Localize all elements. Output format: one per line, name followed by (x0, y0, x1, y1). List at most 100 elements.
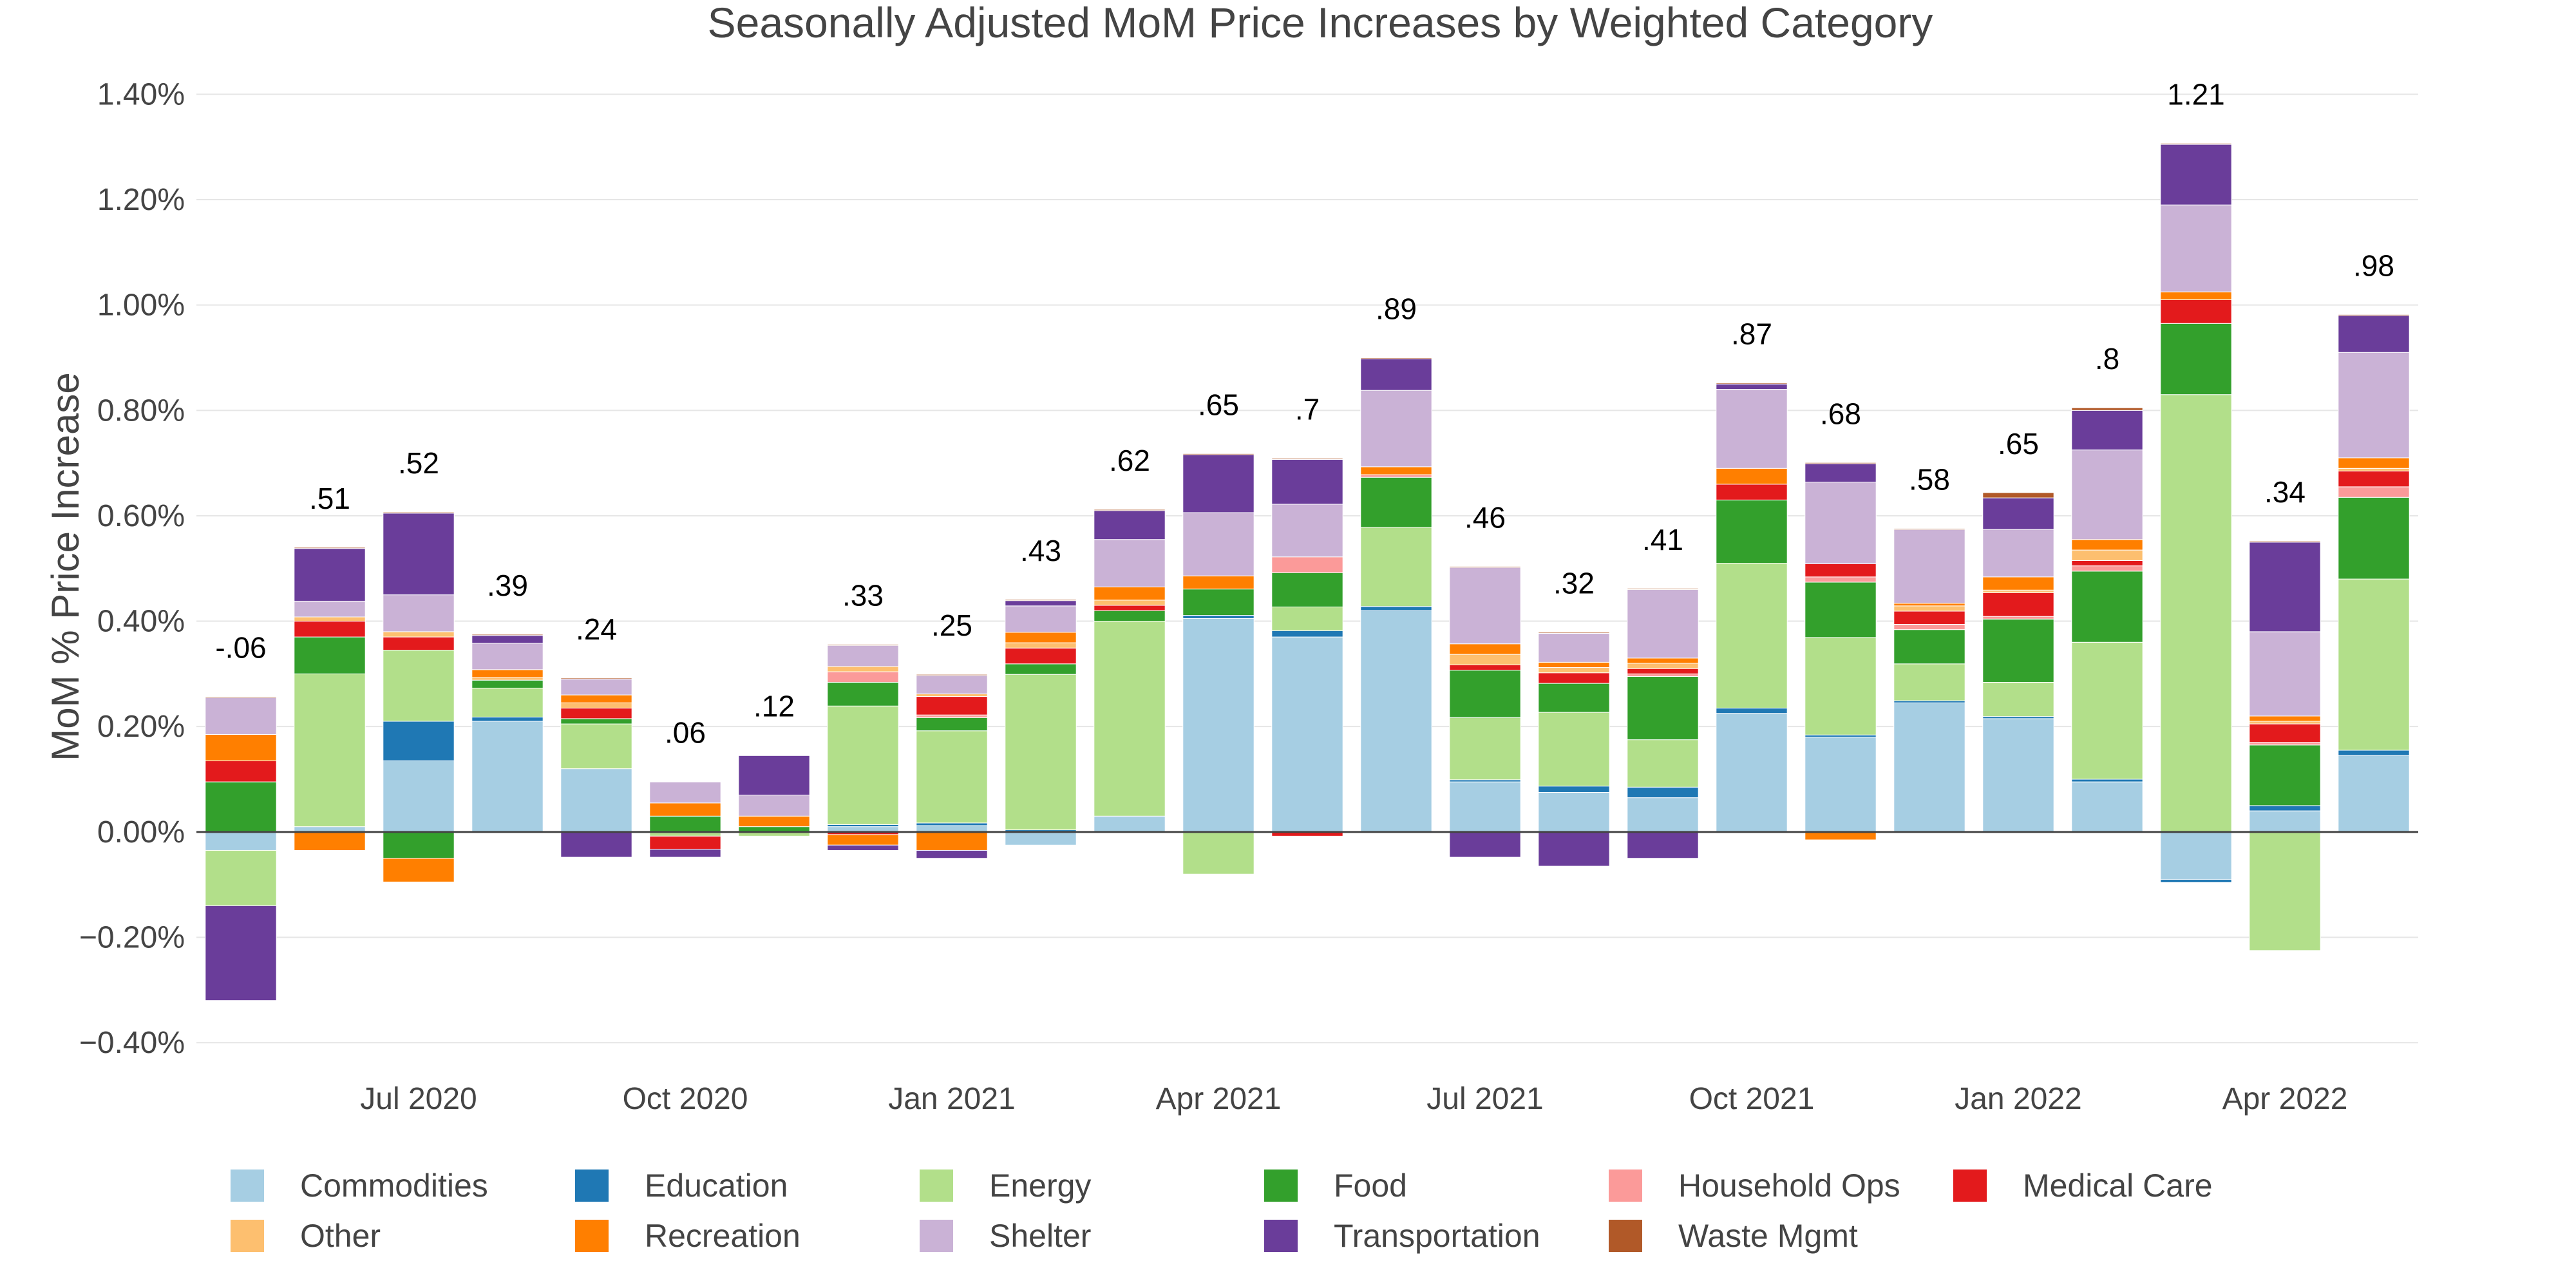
bar-segment-food[interactable] (1538, 683, 1610, 713)
bar-segment-shelter[interactable] (205, 697, 277, 735)
bar-segment-other[interactable] (1538, 667, 1610, 674)
bar-segment-waste-mgmt[interactable] (1094, 509, 1166, 511)
bar-segment-food[interactable] (1627, 676, 1699, 741)
bar-segment-medical-care[interactable] (2160, 299, 2232, 324)
bar-segment-food[interactable] (1094, 610, 1166, 622)
bar-segment-commodities[interactable] (1360, 610, 1432, 833)
legend-item-food[interactable]: Food (1264, 1168, 1407, 1204)
bar-segment-energy[interactable] (2249, 831, 2321, 951)
bar-segment-waste-mgmt[interactable] (205, 696, 277, 698)
bar-segment-shelter[interactable] (1982, 529, 2054, 578)
bar-segment-education[interactable] (916, 822, 988, 826)
bar-segment-household-ops[interactable] (2338, 486, 2410, 498)
bar-segment-energy[interactable] (1005, 674, 1077, 831)
bar-segment-food[interactable] (916, 717, 988, 732)
bar-segment-food[interactable] (1360, 477, 1432, 528)
bar-segment-commodities[interactable] (383, 760, 455, 833)
bar-segment-household-ops[interactable] (1271, 556, 1343, 573)
bar-segment-transportation[interactable] (1716, 383, 1788, 390)
bar-segment-commodities[interactable] (1982, 718, 2054, 833)
bar-segment-energy[interactable] (2071, 641, 2143, 780)
bar-segment-medical-care[interactable] (1982, 592, 2054, 617)
bar-segment-medical-care[interactable] (383, 636, 455, 651)
bar-segment-recreation[interactable] (738, 815, 810, 828)
legend[interactable]: Commodities Education Energy Food Household … (231, 1168, 2213, 1254)
bar-segment-household-ops[interactable] (2071, 565, 2143, 572)
bar-segment-shelter[interactable] (1360, 390, 1432, 468)
bar-segment-transportation[interactable] (2338, 315, 2410, 353)
bar-segment-waste-mgmt[interactable] (294, 547, 366, 549)
legend-item-commodities[interactable]: Commodities (231, 1168, 488, 1204)
bar-segment-other[interactable] (1627, 663, 1699, 669)
legend-item-shelter[interactable]: Shelter (920, 1218, 1091, 1254)
bar-segment-transportation[interactable] (471, 635, 544, 644)
bar-segment-transportation[interactable] (383, 513, 455, 596)
bar-segment-medical-care[interactable] (2249, 723, 2321, 743)
bar-segment-other[interactable] (560, 702, 632, 709)
bar-segment-shelter[interactable] (1449, 567, 1521, 645)
bar-segment-waste-mgmt[interactable] (2338, 314, 2410, 316)
bar-segment-shelter[interactable] (916, 675, 988, 694)
bar-segment-food[interactable] (471, 679, 544, 688)
bar-segment-food[interactable] (2338, 497, 2410, 580)
bar-segment-medical-care[interactable] (916, 696, 988, 715)
bar-segment-recreation[interactable] (560, 694, 632, 703)
bar-segment-education[interactable] (2338, 750, 2410, 756)
bar-segment-recreation[interactable] (1538, 661, 1610, 668)
bar-segment-waste-mgmt[interactable] (916, 674, 988, 676)
bar-segment-transportation[interactable] (205, 905, 277, 1001)
bar-segment-transportation[interactable] (1449, 831, 1521, 858)
bar-segment-education[interactable] (383, 721, 455, 761)
bar-segment-energy[interactable] (1182, 831, 1255, 875)
bar-segment-medical-care[interactable] (205, 760, 277, 782)
bar-segment-commodities[interactable] (1094, 815, 1166, 833)
legend-item-household-ops[interactable]: Household Ops (1609, 1168, 1900, 1204)
bar-segment-recreation[interactable] (471, 669, 544, 678)
bar-segment-recreation[interactable] (1005, 632, 1077, 643)
bar-segment-food[interactable] (1804, 582, 1877, 638)
bar-segment-commodities[interactable] (1627, 797, 1699, 833)
bar-segment-household-ops[interactable] (1360, 474, 1432, 478)
bar-segment-transportation[interactable] (2160, 144, 2232, 205)
bar-segment-medical-care[interactable] (1716, 484, 1788, 500)
bar-segment-other[interactable] (916, 693, 988, 697)
bar-segment-waste-mgmt[interactable] (1893, 528, 1965, 530)
bar-segment-household-ops[interactable] (1893, 623, 1965, 630)
bar-segment-energy[interactable] (2160, 394, 2232, 833)
bar-segment-household-ops[interactable] (2249, 742, 2321, 746)
bar-segment-waste-mgmt[interactable] (560, 677, 632, 680)
bar-segment-waste-mgmt[interactable] (1716, 383, 1788, 384)
bar-segment-shelter[interactable] (1538, 632, 1610, 663)
legend-item-education[interactable]: Education (575, 1168, 788, 1204)
legend-item-medical-care[interactable]: Medical Care (1953, 1168, 2213, 1204)
legend-item-other[interactable]: Other (231, 1218, 381, 1254)
bar-segment-shelter[interactable] (383, 594, 455, 632)
bar-segment-energy[interactable] (560, 723, 632, 770)
bar-segment-food[interactable] (383, 831, 455, 859)
bar-segment-household-ops[interactable] (1804, 576, 1877, 583)
bar-segment-food[interactable] (2071, 571, 2143, 643)
bar-segment-waste-mgmt[interactable] (2071, 407, 2143, 411)
bar-segment-medical-care[interactable] (1804, 563, 1877, 578)
bar-segment-waste-mgmt[interactable] (1360, 357, 1432, 359)
bar-segment-energy[interactable] (1094, 621, 1166, 817)
bar-segment-recreation[interactable] (2071, 539, 2143, 551)
bar-segment-commodities[interactable] (2249, 810, 2321, 833)
bar-segment-recreation[interactable] (205, 734, 277, 761)
bar-segment-transportation[interactable] (649, 849, 721, 858)
bar-segment-other[interactable] (2071, 549, 2143, 561)
bar-segment-shelter[interactable] (294, 600, 366, 618)
bar-segment-transportation[interactable] (1360, 358, 1432, 391)
bar-segment-medical-care[interactable] (1627, 668, 1699, 674)
bar-segment-waste-mgmt[interactable] (383, 511, 455, 514)
bar-segment-recreation[interactable] (1360, 466, 1432, 475)
bar-segment-waste-mgmt[interactable] (1005, 599, 1077, 601)
bar-segment-transportation[interactable] (916, 849, 988, 859)
bar-segment-energy[interactable] (1804, 637, 1877, 735)
bar-segment-medical-care[interactable] (1005, 647, 1077, 665)
bar-segment-transportation[interactable] (1094, 510, 1166, 540)
bar-segment-commodities[interactable] (1271, 636, 1343, 833)
bar-segment-commodities[interactable] (2071, 781, 2143, 833)
bar-segment-energy[interactable] (1538, 712, 1610, 787)
bar-segment-shelter[interactable] (1094, 539, 1166, 587)
